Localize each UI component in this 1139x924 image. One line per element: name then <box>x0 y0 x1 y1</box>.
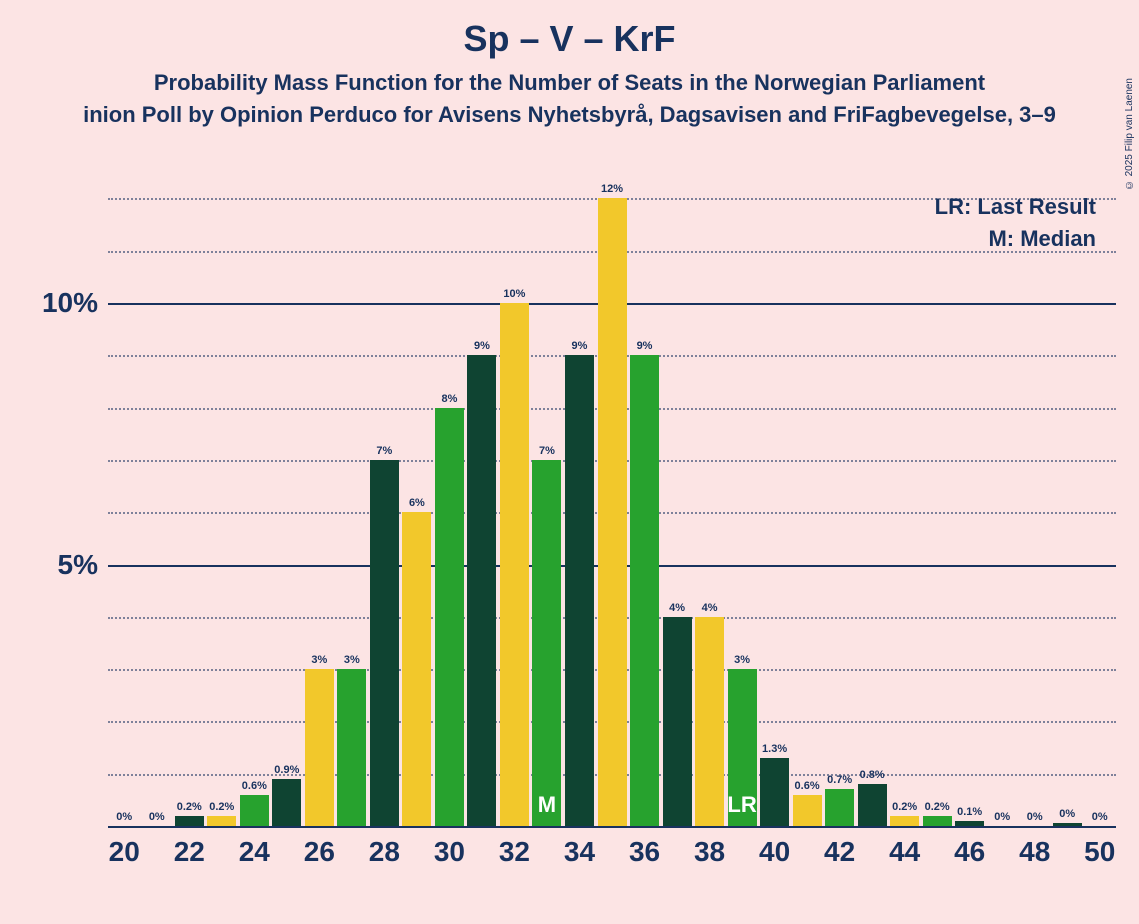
plot-area: 5%10%0%0%0.2%0.2%0.6%0.9%3%3%7%6%8%9%10%… <box>108 188 1116 826</box>
bar <box>858 784 887 826</box>
x-axis-label: 30 <box>434 836 465 868</box>
bar <box>565 355 594 826</box>
x-axis-label: 34 <box>564 836 595 868</box>
bar <box>695 617 724 826</box>
x-axis-label: 50 <box>1084 836 1115 868</box>
bar-value-label: 9% <box>637 340 653 352</box>
bar <box>532 460 561 826</box>
bar <box>175 816 204 826</box>
copyright-text: © 2025 Filip van Laenen <box>1124 78 1135 190</box>
bar-value-label: 0.2% <box>925 801 950 813</box>
bar <box>500 303 529 826</box>
bar <box>793 795 822 826</box>
bar-value-label: 0.9% <box>274 764 299 776</box>
x-axis-label: 38 <box>694 836 725 868</box>
bar <box>955 821 984 826</box>
bar-value-label: 9% <box>474 340 490 352</box>
bar-value-label: 9% <box>572 340 588 352</box>
bar <box>370 460 399 826</box>
bar-value-label: 0% <box>149 811 165 823</box>
x-axis-label: 40 <box>759 836 790 868</box>
bar <box>467 355 496 826</box>
chart-subtitle: Probability Mass Function for the Number… <box>0 70 1139 96</box>
bar-value-label: 0% <box>1059 808 1075 820</box>
bar-value-label: 0.7% <box>827 774 852 786</box>
bar-value-label: 7% <box>376 445 392 457</box>
bar-value-label: 3% <box>734 654 750 666</box>
bar-value-label: 3% <box>344 654 360 666</box>
x-axis-label: 22 <box>174 836 205 868</box>
bar-value-label: 4% <box>669 602 685 614</box>
bar-chart: LR: Last Result M: Median 5%10%0%0%0.2%0… <box>108 188 1116 868</box>
x-axis-label: 32 <box>499 836 530 868</box>
chart-subsubtitle: inion Poll by Opinion Perduco for Avisen… <box>0 102 1139 128</box>
bar-value-label: 12% <box>601 183 623 195</box>
bar-value-label: 8% <box>441 393 457 405</box>
x-axis-label: 42 <box>824 836 855 868</box>
bar-value-label: 10% <box>503 288 525 300</box>
x-axis-label: 26 <box>304 836 335 868</box>
x-axis-label: 20 <box>109 836 140 868</box>
bar-value-label: 0.1% <box>957 806 982 818</box>
bar <box>825 789 854 826</box>
bar <box>272 779 301 826</box>
bar-value-label: 0% <box>1092 811 1108 823</box>
bar-value-label: 1.3% <box>762 743 787 755</box>
bar-value-label: 7% <box>539 445 555 457</box>
chart-title: Sp – V – KrF <box>0 18 1139 60</box>
bar-value-label: 0.2% <box>892 801 917 813</box>
x-axis-label: 36 <box>629 836 660 868</box>
bar <box>663 617 692 826</box>
x-axis-label: 46 <box>954 836 985 868</box>
y-axis-label: 10% <box>42 287 98 319</box>
bar-value-label: 0% <box>116 811 132 823</box>
bar <box>337 669 366 826</box>
x-axis-label: 24 <box>239 836 270 868</box>
bar <box>305 669 334 826</box>
bar-value-label: 0% <box>994 811 1010 823</box>
x-axis-label: 28 <box>369 836 400 868</box>
bar-inner-label: M <box>538 792 556 818</box>
x-axis-label: 48 <box>1019 836 1050 868</box>
bar <box>402 512 431 826</box>
bar-value-label: 0.6% <box>795 780 820 792</box>
bar-inner-label: LR <box>727 792 756 818</box>
bar <box>435 408 464 826</box>
y-axis-label: 5% <box>58 549 98 581</box>
bar-value-label: 0.2% <box>177 801 202 813</box>
bar <box>923 816 952 826</box>
bar <box>760 758 789 826</box>
bar <box>890 816 919 826</box>
bar-value-label: 3% <box>311 654 327 666</box>
bar-value-label: 0.6% <box>242 780 267 792</box>
bar <box>1053 823 1082 826</box>
bar <box>207 816 236 826</box>
bar-value-label: 4% <box>702 602 718 614</box>
grid-line <box>108 826 1116 828</box>
bar-value-label: 6% <box>409 497 425 509</box>
bar <box>630 355 659 826</box>
bar-value-label: 0.8% <box>860 769 885 781</box>
bar-value-label: 0% <box>1027 811 1043 823</box>
bar <box>598 198 627 826</box>
bar-value-label: 0.2% <box>209 801 234 813</box>
x-axis-label: 44 <box>889 836 920 868</box>
bar <box>240 795 269 826</box>
